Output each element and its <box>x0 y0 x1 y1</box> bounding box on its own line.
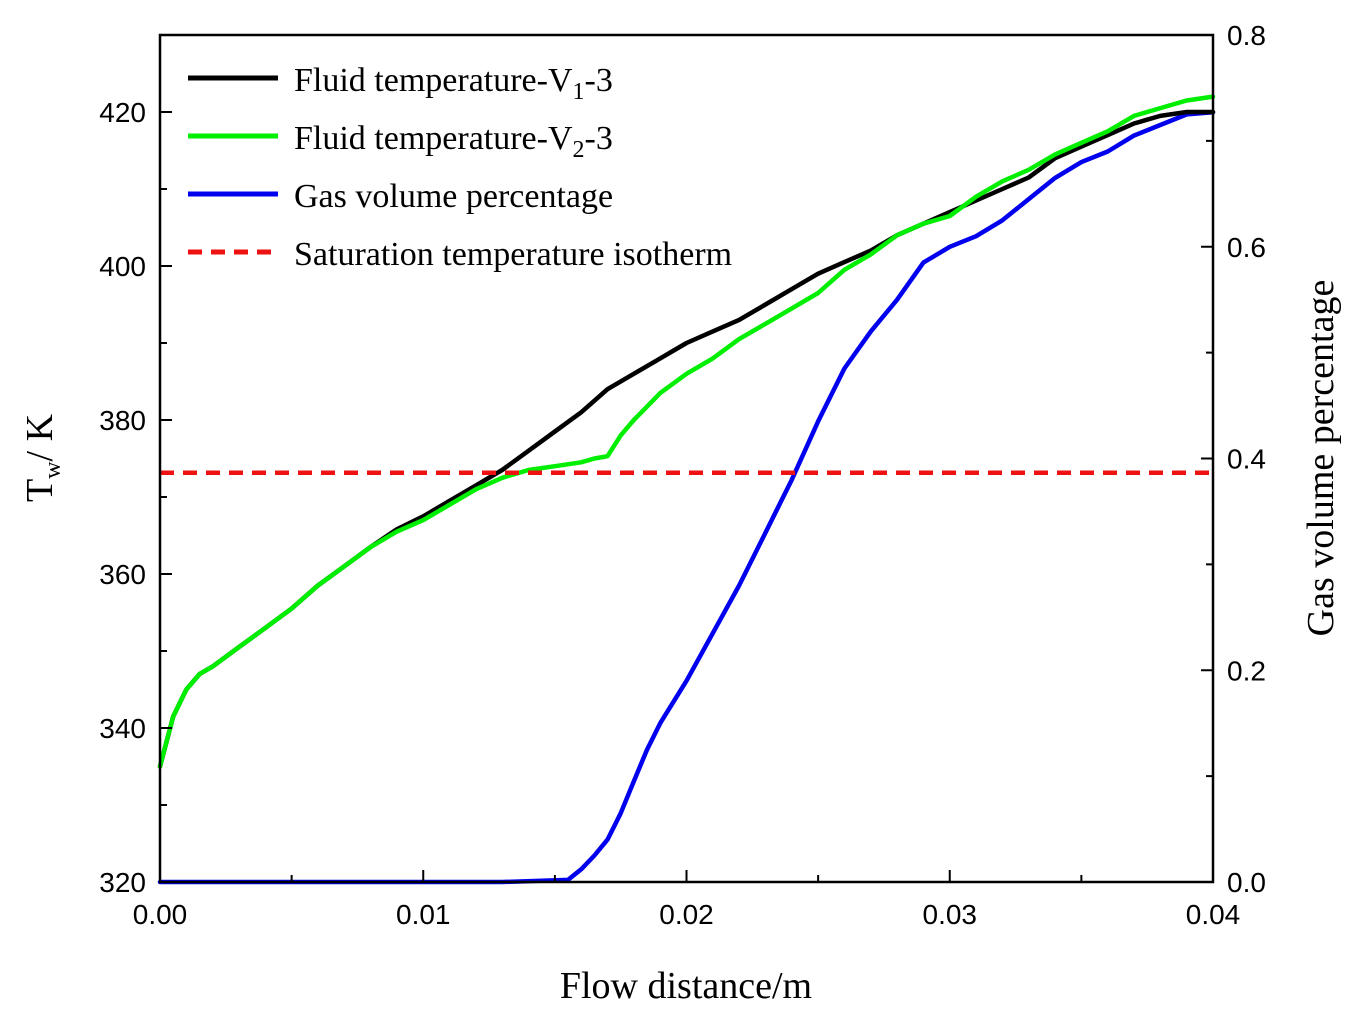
legend-label: Gas volume percentage <box>294 178 613 215</box>
x-tick-label: 0.00 <box>133 899 188 930</box>
y-left-tick-label: 380 <box>99 405 146 436</box>
series-layer <box>157 94 1216 885</box>
y-axis-title-left-main: T <box>19 479 61 502</box>
x-tick-label: 0.04 <box>1186 899 1241 930</box>
legend-label-text: Fluid temperature-V <box>294 62 573 99</box>
legend-label-text: Fluid temperature-V <box>294 120 573 157</box>
y-right-tick-label: 0.6 <box>1227 232 1266 263</box>
y-left-tick-label: 320 <box>99 867 146 898</box>
y-axis-title-right: Gas volume percentage <box>1300 280 1342 637</box>
plot-frame <box>158 33 1215 884</box>
y-left-tick-label: 360 <box>99 559 146 590</box>
y-left-tick-label: 420 <box>99 97 146 128</box>
y-axis-title-left-rest: / K <box>19 413 61 461</box>
y-axis-title-left-sub: w <box>40 461 66 479</box>
x-tick-label: 0.03 <box>923 899 978 930</box>
x-axis-title: Flow distance/m <box>560 965 812 1007</box>
y-right-tick-label: 0.0 <box>1227 867 1266 898</box>
legend-label-sub: 1 <box>573 79 585 105</box>
legend-label: Fluid temperature-V1-3 <box>294 62 613 105</box>
legend-label-sub: 2 <box>573 137 585 163</box>
legend-label: Saturation temperature isotherm <box>294 236 732 273</box>
y-right-tick-label: 0.8 <box>1227 20 1266 51</box>
y-right-tick-label: 0.4 <box>1227 444 1266 475</box>
y-right-tick-label: 0.2 <box>1227 655 1266 686</box>
series-line-2 <box>157 110 1216 885</box>
legend-label: Fluid temperature-V2-3 <box>294 120 613 163</box>
x-tick-label: 0.02 <box>659 899 714 930</box>
legend-label-rest: -3 <box>585 62 613 99</box>
y-left-tick-label: 400 <box>99 251 146 282</box>
series-line-1 <box>157 94 1216 769</box>
legend-label-text: Gas volume percentage <box>294 178 613 215</box>
x-tick-label: 0.01 <box>396 899 451 930</box>
legend-label-text: Saturation temperature isotherm <box>294 236 732 273</box>
y-left-tick-label: 340 <box>99 713 146 744</box>
y-axis-title-left: Tw/ K <box>19 413 66 502</box>
ticks-layer: 0.00 0.01 0.02 0.03 0.043203403603804004200.… <box>99 20 1266 930</box>
legend-label-rest: -3 <box>585 120 613 157</box>
